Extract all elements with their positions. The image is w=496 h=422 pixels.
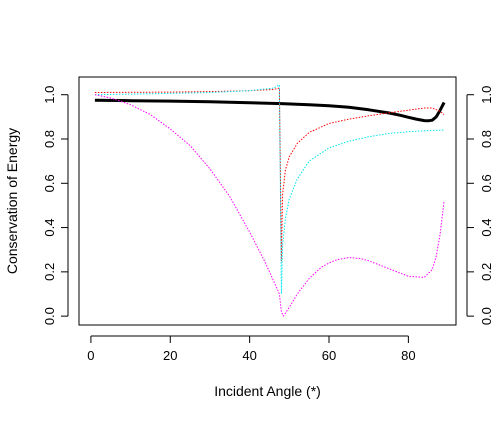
x-tick-label: 60 (322, 348, 336, 363)
x-axis: 0 20 40 60 80 (87, 335, 416, 363)
series-line-3 (94, 84, 445, 295)
y-tick-label-right: 0.8 (479, 130, 494, 148)
y-tick-label-right: 0.0 (479, 307, 494, 325)
y-tick-label-left: 0.2 (42, 263, 57, 281)
y-axis-right: 0.0 0.2 0.4 0.6 0.8 1.0 (466, 86, 494, 325)
x-axis-label: Incident Angle (*) (214, 383, 321, 399)
y-axis-left: 0.0 0.2 0.4 0.6 0.8 1.0 (42, 86, 69, 325)
y-tick-label-right: 0.2 (479, 263, 494, 281)
y-tick-label-left: 0.6 (42, 174, 57, 192)
x-tick-label: 80 (401, 348, 415, 363)
y-tick-label-left: 0.0 (42, 307, 57, 325)
y-tick-label-left: 0.8 (42, 130, 57, 148)
series-line-4 (94, 94, 445, 317)
y-tick-label-left: 0.4 (42, 219, 57, 237)
y-tick-label-right: 0.6 (479, 174, 494, 192)
series-lines (94, 84, 446, 317)
y-tick-label-right: 0.4 (479, 219, 494, 237)
x-tick-label: 0 (87, 348, 94, 363)
y-axis-label: Conservation of Energy (4, 128, 20, 274)
series-line-2 (94, 87, 445, 262)
x-tick-label: 20 (163, 348, 177, 363)
y-tick-label-left: 1.0 (42, 86, 57, 104)
x-tick-label: 40 (242, 348, 256, 363)
plot-frame (78, 76, 457, 326)
series-line-1 (94, 98, 446, 123)
y-tick-label-right: 1.0 (479, 86, 494, 104)
